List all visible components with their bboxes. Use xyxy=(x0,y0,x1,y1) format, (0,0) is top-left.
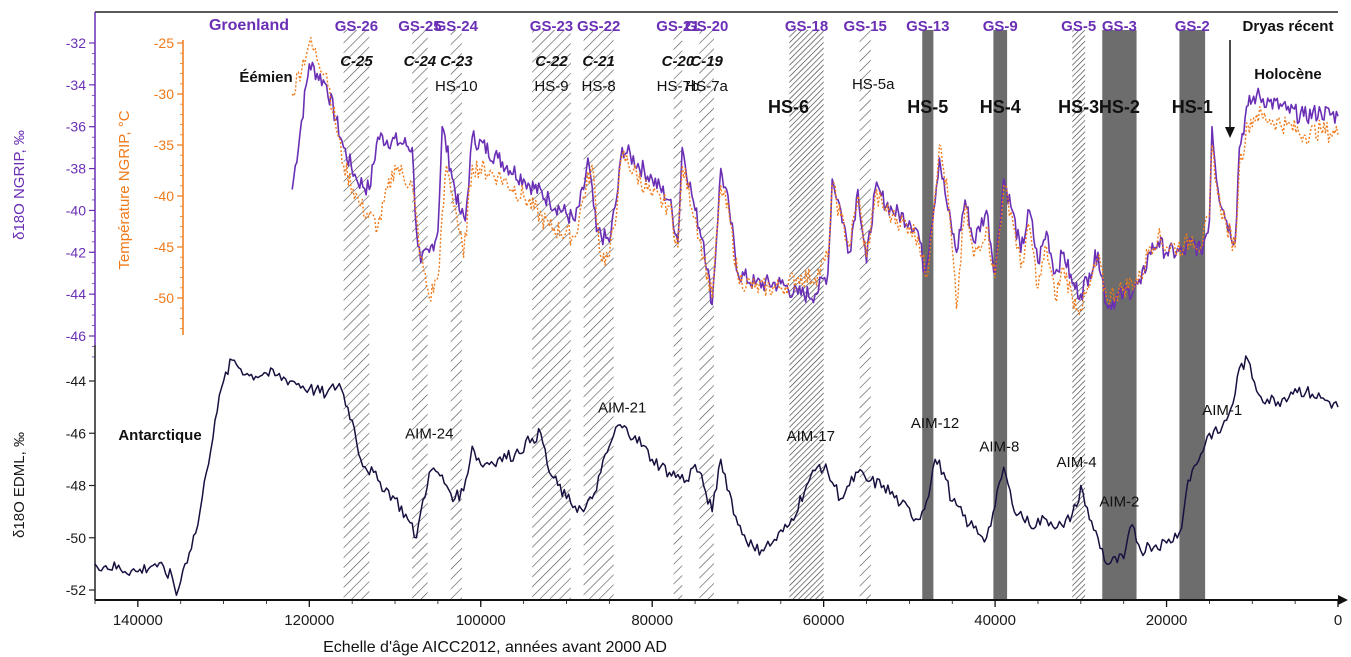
aim-label: AIM-17 xyxy=(787,428,835,445)
gs-label: GS-25 xyxy=(398,18,441,35)
ngrip-temp-tick-label: -30 xyxy=(154,86,174,102)
hs-label: HS-5a xyxy=(852,76,895,93)
stadial-band-11 xyxy=(1072,30,1086,600)
c-event-label: C-20 xyxy=(662,53,695,70)
ngrip-d18o-axis-title: δ18O NGRIP, ‰ xyxy=(11,130,28,240)
gs-label: GS-15 xyxy=(844,18,887,35)
antarctica-label: Antarctique xyxy=(118,427,201,444)
x-axis-arrow xyxy=(1338,595,1348,605)
ngrip-d18o-tick-label: -42 xyxy=(66,244,86,260)
c-event-label: C-24 xyxy=(404,53,437,70)
x-axis-title: Echelle d'âge AICC2012, années avant 200… xyxy=(323,639,667,656)
hs-label: HS-9 xyxy=(534,78,568,95)
stadial-band-8 xyxy=(859,30,871,600)
hs-label: HS-8 xyxy=(582,78,616,95)
stadial-band-1 xyxy=(412,30,428,600)
ngrip-temp-axis-title: Température NGRIP, °C xyxy=(116,110,133,269)
edml-tick-label: -50 xyxy=(66,530,86,546)
stadial-band-5 xyxy=(673,30,683,600)
ngrip-d18o-tick-label: -44 xyxy=(66,286,86,302)
ngrip-d18o-tick-label: -46 xyxy=(66,328,86,344)
ngrip-d18o-tick-label: -38 xyxy=(66,161,86,177)
ngrip-temp-tick-label: -45 xyxy=(154,239,174,255)
x-tick-label: 0 xyxy=(1334,612,1342,629)
edml-tick-label: -46 xyxy=(66,425,86,441)
gs-label: GS-24 xyxy=(435,18,479,35)
aim-label: AIM-2 xyxy=(1099,493,1139,510)
hs-label: HS-3 xyxy=(1058,97,1099,117)
stadial-band-7 xyxy=(789,30,824,600)
gs-label: GS-23 xyxy=(530,18,573,35)
stadial-band-12 xyxy=(1102,30,1137,600)
aim-label: AIM-1 xyxy=(1202,402,1242,419)
edml-tick-label: -52 xyxy=(66,582,86,598)
younger-dryas-label: Dryas récent xyxy=(1243,18,1334,35)
ngrip-d18o-tick-label: -34 xyxy=(66,77,86,93)
edml-axis-title: δ18O EDML, ‰ xyxy=(11,432,28,538)
x-tick-label: 100000 xyxy=(456,612,506,629)
x-tick-label: 140000 xyxy=(113,612,163,629)
eemian-label: Éémien xyxy=(239,69,292,86)
stadial-bands xyxy=(343,30,1206,600)
gs-label: GS-21 xyxy=(656,18,699,35)
aim-label: AIM-8 xyxy=(979,439,1019,456)
hs-label: HS-1 xyxy=(1172,97,1213,117)
aim-label: AIM-21 xyxy=(598,399,646,416)
hs-label: HS-7b xyxy=(657,78,700,95)
c-event-label: C-19 xyxy=(690,53,723,70)
hs-label: HS-6 xyxy=(768,97,809,117)
hs-label: HS-5 xyxy=(907,97,948,117)
x-tick-label: 80000 xyxy=(631,612,673,629)
gs-label: GS-20 xyxy=(685,18,728,35)
edml-tick-label: -44 xyxy=(66,373,86,389)
x-tick-label: 60000 xyxy=(803,612,845,629)
ngrip-d18o-tick-label: -40 xyxy=(66,202,86,218)
greenland-label: Groenland xyxy=(209,17,289,34)
stadial-band-6 xyxy=(699,30,714,600)
gs-label: GS-26 xyxy=(335,18,378,35)
aim-label: AIM-4 xyxy=(1057,454,1097,471)
stadial-band-3 xyxy=(532,30,571,600)
ngrip-d18o-tick-label: -36 xyxy=(66,119,86,135)
stadial-band-9 xyxy=(922,30,934,600)
gs-label: GS-18 xyxy=(785,18,828,35)
gs-label: GS-2 xyxy=(1175,18,1210,35)
gs-label: GS-22 xyxy=(577,18,620,35)
hs-label: HS-4 xyxy=(980,97,1021,117)
edml-tick-label: -48 xyxy=(66,478,86,494)
hs-label: HS-10 xyxy=(435,78,478,95)
gs-label: GS-5 xyxy=(1061,18,1096,35)
hs-label: HS-7a xyxy=(685,78,728,95)
ngrip-temp-tick-label: -35 xyxy=(154,137,174,153)
holocene-label: Holocène xyxy=(1254,66,1322,83)
c-event-label: C-25 xyxy=(340,53,373,70)
gs-label: GS-3 xyxy=(1102,18,1137,35)
x-tick-label: 20000 xyxy=(1146,612,1188,629)
gs-label: GS-9 xyxy=(983,18,1018,35)
series-line-edml_d18o xyxy=(94,355,1339,596)
ngrip-d18o-tick-label: -32 xyxy=(66,35,86,51)
stadial-band-10 xyxy=(993,30,1008,600)
gs-label: GS-13 xyxy=(906,18,949,35)
c-event-label: C-22 xyxy=(535,53,568,70)
ngrip-temp-tick-label: -40 xyxy=(154,188,174,204)
aim-label: AIM-24 xyxy=(405,425,453,442)
annotation-labels: GS-26 C-25 GS-25 C-24 GS-24 C-23 HS-10 GS-23 C-2… xyxy=(118,17,1333,510)
x-tick-label: 120000 xyxy=(284,612,334,629)
c-event-label: C-23 xyxy=(440,53,473,70)
ngrip-temp-tick-label: -25 xyxy=(154,35,174,51)
younger-dryas-arrow-head xyxy=(1225,127,1235,138)
x-tick-label: 40000 xyxy=(974,612,1016,629)
aim-label: AIM-12 xyxy=(911,415,959,432)
hs-label: HS-2 xyxy=(1099,97,1140,117)
stadial-band-0 xyxy=(343,30,370,600)
stadial-band-4 xyxy=(583,30,614,600)
stadial-band-13 xyxy=(1179,30,1206,600)
stadial-band-2 xyxy=(450,30,462,600)
plot-frame: -32 -34 -36 -38 -40 -42 -44 -46 δ18O NGRIP, ‰ -25… xyxy=(11,11,1348,629)
series-layer xyxy=(94,36,1339,596)
c-event-label: C-21 xyxy=(582,53,615,70)
ngrip-temp-tick-label: -50 xyxy=(154,290,174,306)
